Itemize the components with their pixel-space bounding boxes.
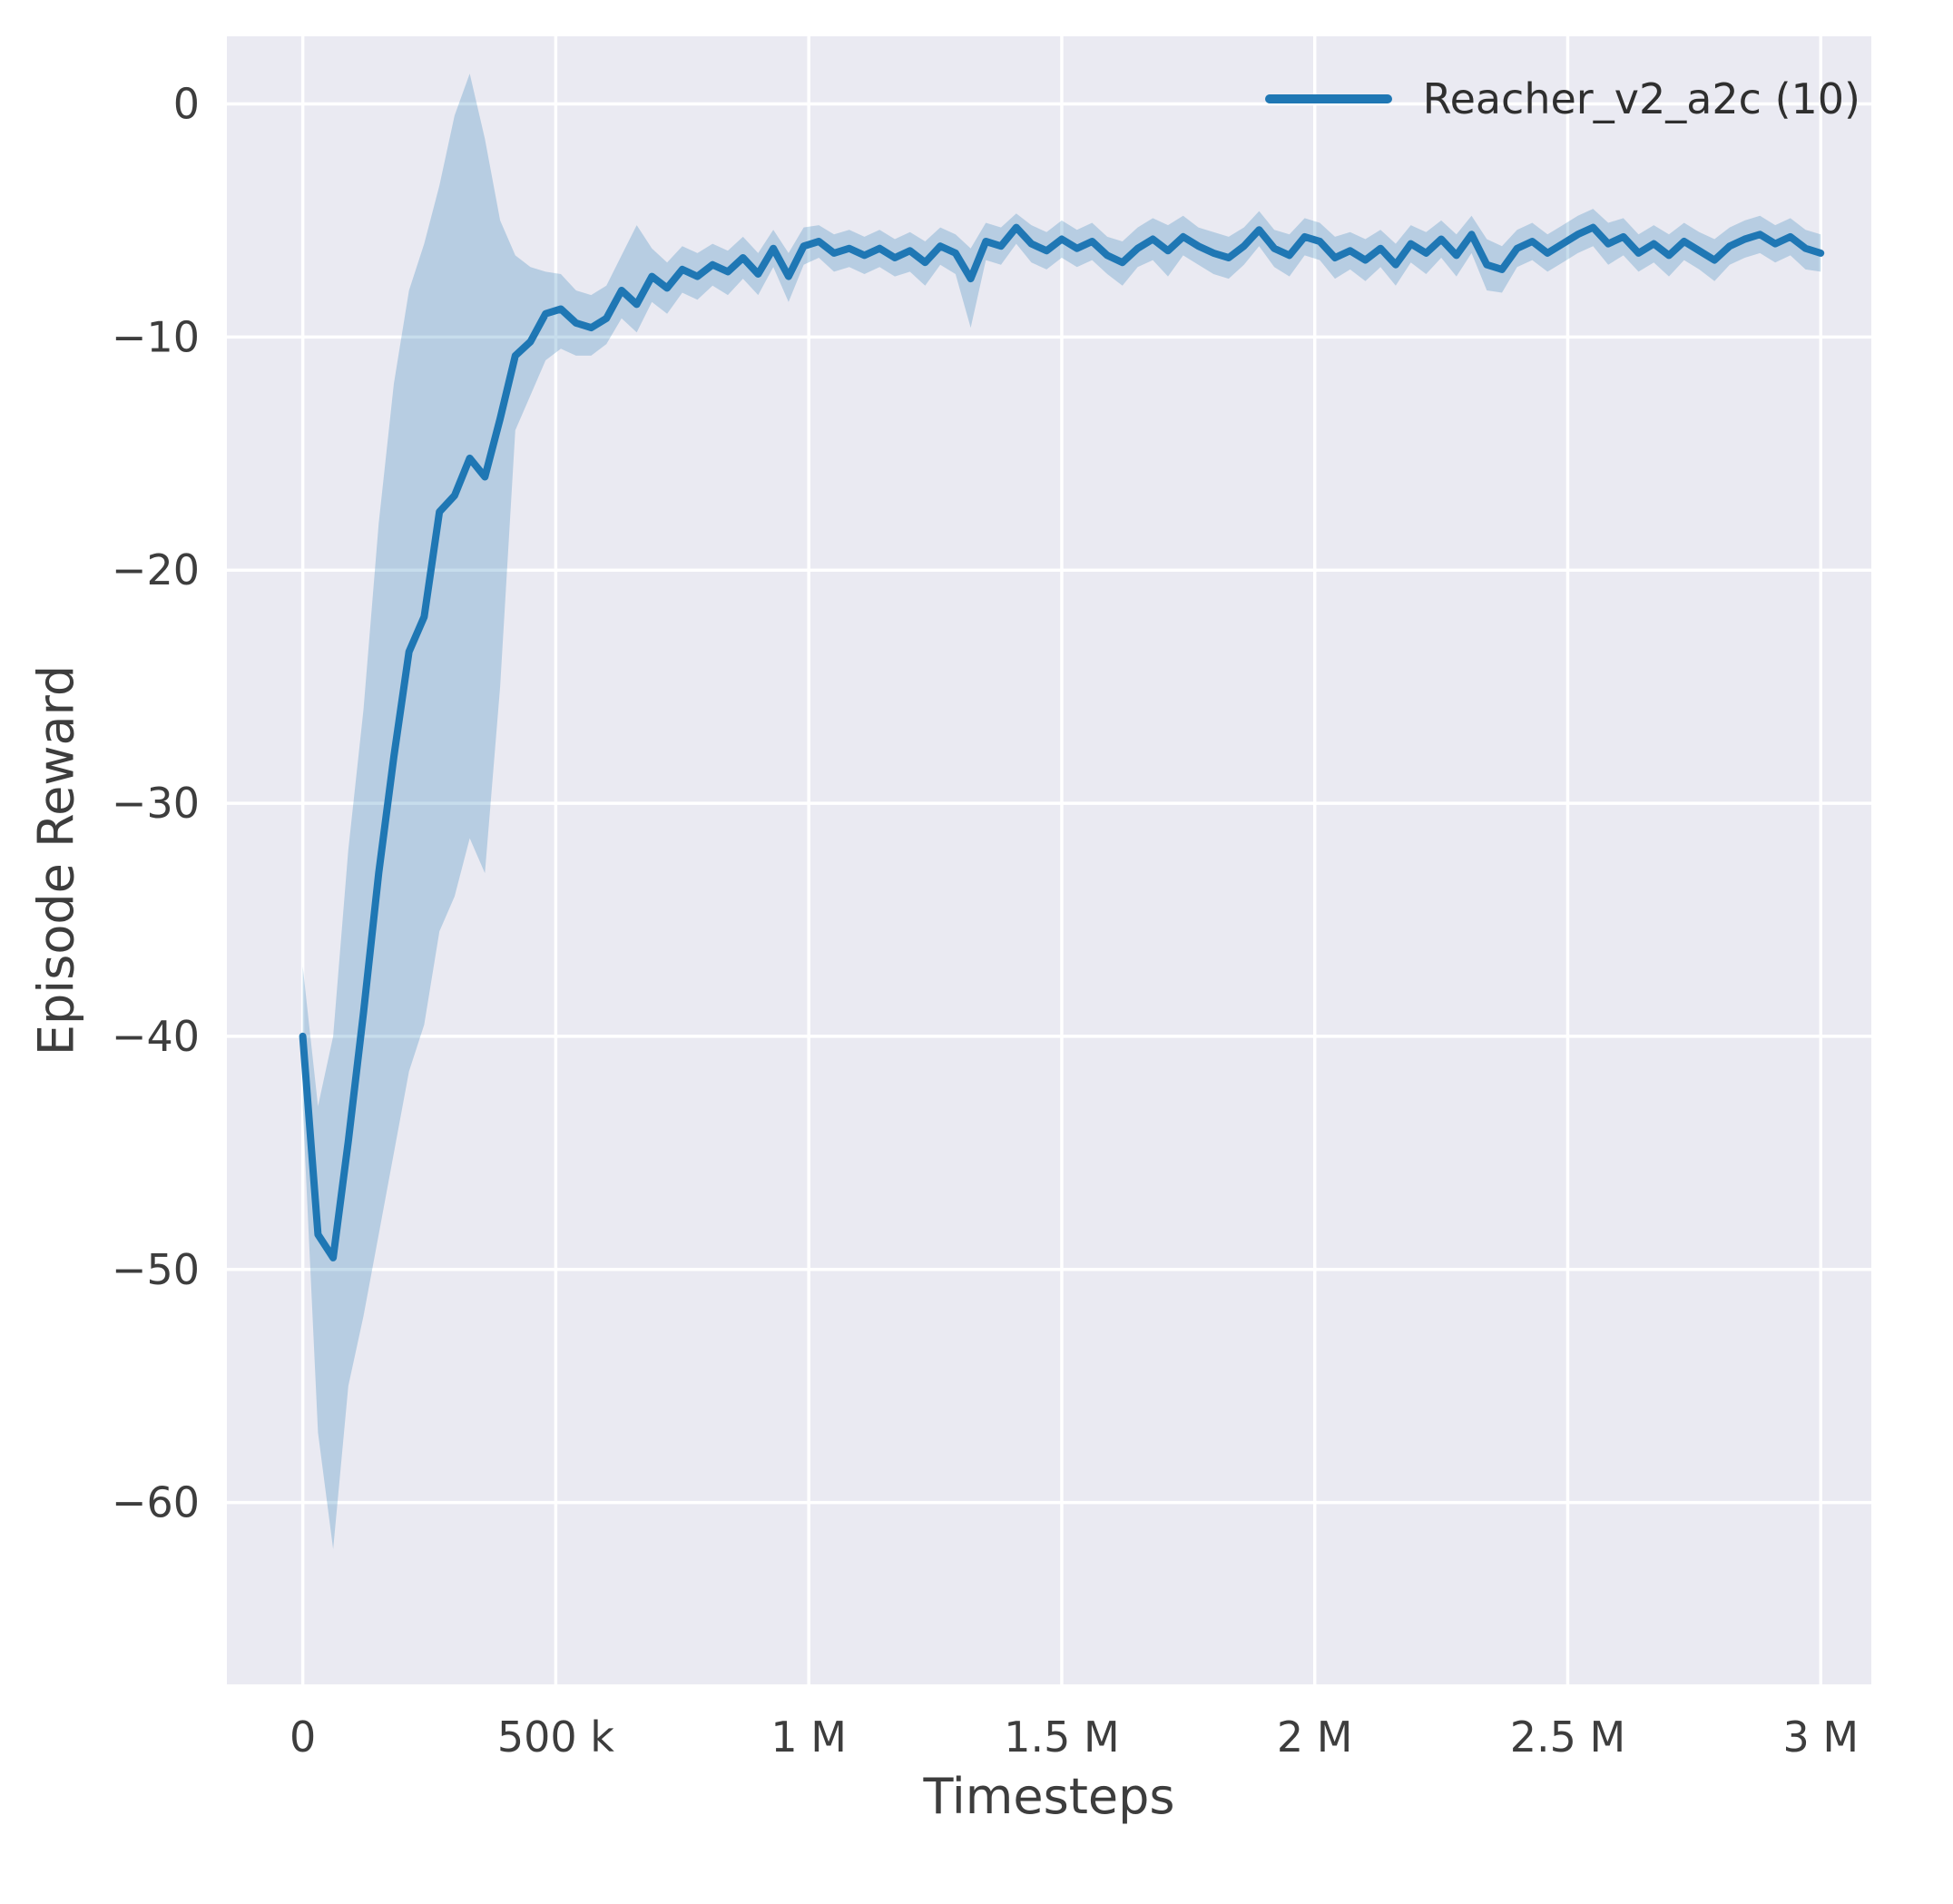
x-tick-label: 2 M xyxy=(1277,1713,1353,1762)
legend-line-swatch xyxy=(1264,94,1392,103)
y-tick-label: −50 xyxy=(112,1245,200,1294)
y-tick-label: 0 xyxy=(173,79,200,128)
x-axis-label: Timesteps xyxy=(923,1768,1175,1825)
x-tick-label: 3 M xyxy=(1782,1713,1859,1762)
legend: Reacher_v2_a2c (10) xyxy=(1264,74,1860,123)
y-axis-label: Episode Reward xyxy=(27,664,85,1056)
mean-line xyxy=(299,223,1825,1261)
x-tick-label: 1 M xyxy=(770,1713,847,1762)
x-tick-label: 0 xyxy=(290,1713,316,1762)
legend-series-label: Reacher_v2_a2c (10) xyxy=(1422,74,1860,123)
y-tick-label: −20 xyxy=(112,545,200,594)
y-tick-label: −60 xyxy=(112,1478,200,1527)
plot-area xyxy=(227,36,1871,1684)
y-tick-label: −10 xyxy=(112,312,200,361)
y-tick-label: −30 xyxy=(112,779,200,828)
confidence-band xyxy=(302,74,1821,1550)
x-tick-label: 500 k xyxy=(497,1713,614,1762)
x-tick-label: 2.5 M xyxy=(1510,1713,1625,1762)
x-tick-label: 1.5 M xyxy=(1004,1713,1119,1762)
y-tick-label: −40 xyxy=(112,1012,200,1061)
